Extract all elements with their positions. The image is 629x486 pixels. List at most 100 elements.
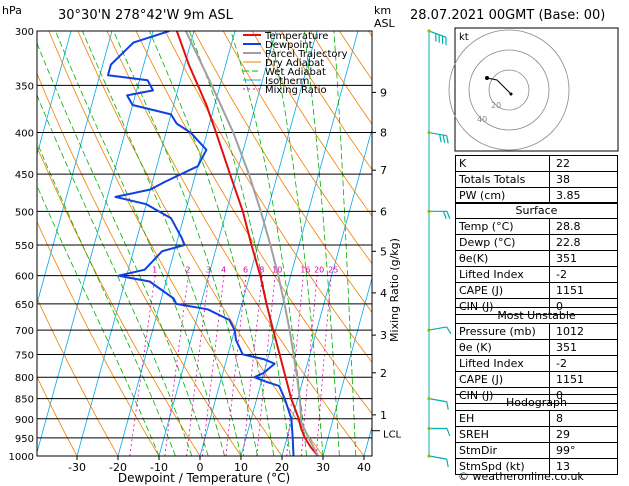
legend-entry: Mixing Ratio [265, 85, 327, 96]
mixing-ratio-label: 20 [314, 266, 324, 275]
legend-entry: Dry Adiabat [265, 58, 324, 69]
wind-barb-base [427, 454, 431, 458]
parcel-trajectory-line [184, 31, 319, 456]
x-tick-label: 0 [197, 461, 204, 474]
wet-adiabat-line [269, 31, 324, 456]
wind-barbs [427, 29, 452, 468]
hodograph: kt 20 40 [448, 27, 619, 152]
row-label: θe(K) [455, 250, 550, 267]
hodograph-ring-label: 40 [477, 115, 487, 124]
wet-adiabat-line [303, 31, 340, 456]
row-label: Lifted Index [455, 266, 550, 283]
mixing-ratio-line [242, 275, 263, 456]
row-label: Lifted Index [455, 355, 550, 372]
row-value: 13 [549, 458, 618, 475]
wind-barb-staff [428, 455, 447, 460]
legend-entry: Wet Adiabat [265, 67, 326, 78]
mixing-ratio-label: 6 [243, 266, 248, 275]
table-row: Pressure (mb) 1012 [455, 323, 618, 340]
wet-adiabat-line [37, 94, 193, 456]
table-row: CAPE (J) 1151 [455, 371, 618, 388]
hodograph-frame [454, 27, 619, 152]
km-tick-label: 8 [380, 127, 387, 140]
mixing-ratio-label: 3 [206, 266, 211, 275]
wind-barb-flag [446, 401, 449, 410]
mixing-ratio-label: 2 [185, 266, 190, 275]
dry-adiabat-line [251, 31, 372, 217]
pressure-tick-label: 700 [15, 326, 34, 337]
table-row: Lifted Index -2 [455, 355, 618, 372]
pressure-tick-label: 300 [15, 27, 34, 38]
row-label: StmDir [455, 442, 550, 459]
hodograph-point [485, 76, 489, 80]
mixing-ratio-label: 8 [259, 266, 264, 275]
row-value: 28.8 [549, 218, 618, 235]
row-label: EH [455, 410, 550, 427]
row-label: θe (K) [455, 339, 550, 356]
km-tick-label: 6 [380, 205, 387, 218]
table-row: StmDir 99° [455, 442, 618, 459]
wind-barb-flag [446, 135, 449, 144]
lcl-label: LCL [383, 430, 402, 441]
mixing-ratio-axis-label: Mixing Ratio (g/kg) [388, 238, 401, 342]
table-row: K 22 [455, 155, 618, 172]
km-tick-label: 1 [380, 409, 387, 422]
table-row: θe(K) 351 [455, 250, 618, 267]
background-lines [37, 31, 372, 456]
wind-barb-staff [428, 131, 447, 137]
row-value: 38 [549, 171, 618, 188]
row-value: -2 [549, 266, 618, 283]
dry-adiabat-line [222, 31, 372, 265]
asl-label: ASL [374, 17, 396, 30]
table-row: CAPE (J) 1151 [455, 282, 618, 299]
header: hPa 30°30'N 278°42'W 9m ASL km ASL 28.07… [2, 4, 605, 30]
wind-barb-staff [428, 398, 447, 403]
table-title: Most Unstable [455, 307, 618, 324]
pressure-tick-label: 800 [15, 373, 34, 384]
row-label: StmSpd (kt) [455, 458, 550, 475]
row-label: Temp (°C) [455, 218, 550, 235]
wind-barb-staff [428, 30, 447, 38]
x-tick-label: -10 [150, 461, 168, 474]
wind-barb-flag [446, 211, 451, 220]
km-tick-label: 3 [380, 329, 387, 342]
profiles [107, 31, 319, 456]
hodograph-ring [488, 69, 530, 111]
mixing-ratio-label: 4 [221, 266, 226, 275]
pressure-tick-label: 950 [15, 434, 34, 445]
x-tick-label: -30 [68, 461, 86, 474]
most-unstable-table: Most Unstable Pressure (mb) 1012 θe (K) 351 L… [455, 307, 618, 404]
surface-table: Surface Temp (°C) 28.8 Dewp (°C) 22.8 θe(K) 35… [455, 202, 618, 315]
pressure-tick-label: 650 [15, 300, 34, 311]
km-tick-label: 5 [380, 245, 387, 258]
legend-entry: Parcel Trajectory [265, 49, 348, 60]
x-tick-label: 40 [357, 461, 371, 474]
mixing-ratio-label: 25 [328, 266, 338, 275]
wet-adiabat-line [37, 42, 209, 456]
datetime-title: 28.07.2021 00GMT (Base: 00) [410, 8, 605, 23]
row-label: Totals Totals [455, 171, 550, 188]
temperature-line [175, 31, 319, 456]
isotherm-line [76, 31, 195, 456]
wind-barb-base [427, 426, 431, 431]
row-label: CAPE (J) [455, 282, 550, 299]
hodograph-trace [486, 77, 512, 95]
table-title: Surface [455, 202, 618, 219]
wet-adiabat-line [55, 31, 225, 456]
location-title: 30°30'N 278°42'W 9m ASL [58, 8, 234, 23]
pressure-tick-label: 750 [15, 350, 34, 361]
pressure-tick-label: 1000 [9, 452, 34, 463]
x-tick-label: 30 [316, 461, 330, 474]
hodograph-table: Hodograph EH 8 SREH 29 StmDir 99° StmSpd (kt) 13 [455, 394, 618, 475]
row-value: 351 [549, 250, 618, 267]
table-row: Temp (°C) 28.8 [455, 218, 618, 235]
wind-barb-base [427, 130, 431, 135]
isotherm-line [158, 31, 277, 456]
row-label: Pressure (mb) [455, 323, 550, 340]
row-label: CAPE (J) [455, 371, 550, 388]
pressure-tick-label: 500 [15, 207, 34, 218]
hodograph-ring [468, 49, 550, 131]
km-tick-label: 4 [380, 287, 387, 300]
table-row: Dewp (°C) 22.8 [455, 234, 618, 251]
